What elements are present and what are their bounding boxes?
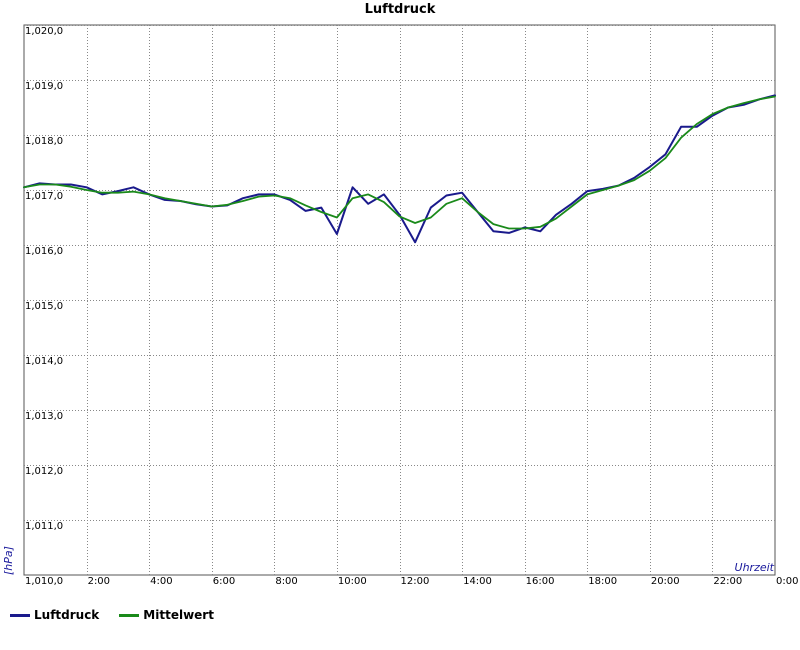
x-tick-label: 2:00 [88,576,110,587]
x-tick-label: 14:00 [463,576,492,587]
grid [23,24,776,576]
legend-label-luftdruck: Luftdruck [34,608,100,622]
y-tick-label: 1,013,0 [25,411,63,422]
y-axis-ticks: 1,010,0 1,011,0 1,012,0 1,013,0 1,014,0 1,015… [25,26,63,587]
y-tick-label: 1,015,0 [25,301,63,312]
x-tick-label: 4:00 [150,576,172,587]
y-tick-label: 1,010,0 [25,576,63,587]
series-line-mittelwert [23,95,776,230]
x-axis-ticks: 2:00 4:00 6:00 8:00 10:00 12:00 14:00 16:00 18:0… [88,576,799,587]
legend-swatch-mittelwert [119,613,140,617]
x-tick-label: 20:00 [651,576,680,587]
chart-title: Luftdruck [365,2,436,17]
y-tick-label: 1,018,0 [25,136,63,147]
y-tick-label: 1,012,0 [25,466,63,477]
y-tick-label: 1,020,0 [25,26,63,37]
x-tick-label: 8:00 [275,576,297,587]
series-line-luftdruck [23,94,776,244]
x-tick-label: 6:00 [213,576,235,587]
legend-item-mittelwert: Mittelwert [119,608,214,622]
y-axis-label: [hPa] [2,546,15,575]
y-tick-label: 1,014,0 [25,356,63,367]
y-tick-label: 1,017,0 [25,191,63,202]
x-tick-label: 22:00 [713,576,742,587]
y-tick-label: 1,019,0 [25,81,63,92]
x-axis-label: Uhrzeit [735,561,775,574]
series-lines [23,94,776,244]
legend-label-mittelwert: Mittelwert [143,608,214,622]
legend-item-luftdruck: Luftdruck [10,608,99,622]
legend-swatch-luftdruck [10,613,30,617]
y-tick-label: 1,011,0 [25,521,63,532]
x-tick-label: 18:00 [588,576,617,587]
x-tick-label: 16:00 [526,576,555,587]
x-tick-label: 0:00 [776,576,798,587]
x-tick-label: 10:00 [338,576,367,587]
legend: Luftdruck Mittelwert [10,608,214,622]
x-tick-label: 12:00 [401,576,430,587]
y-tick-label: 1,016,0 [25,246,63,257]
